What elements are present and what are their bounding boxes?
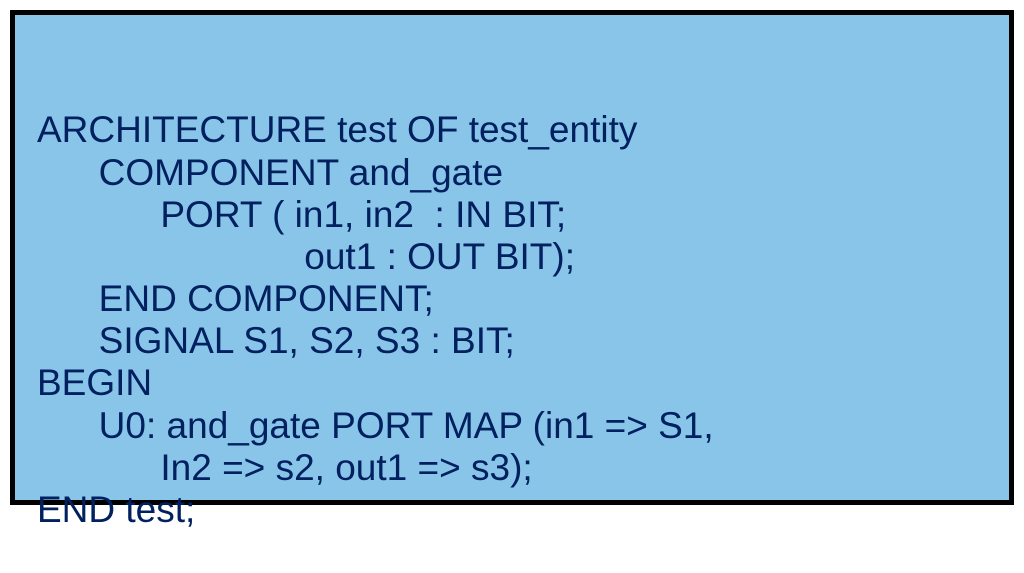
code-content: ARCHITECTURE test OF test_entity COMPONE…	[37, 109, 1009, 531]
code-box: ARCHITECTURE test OF test_entity COMPONE…	[10, 10, 1014, 505]
